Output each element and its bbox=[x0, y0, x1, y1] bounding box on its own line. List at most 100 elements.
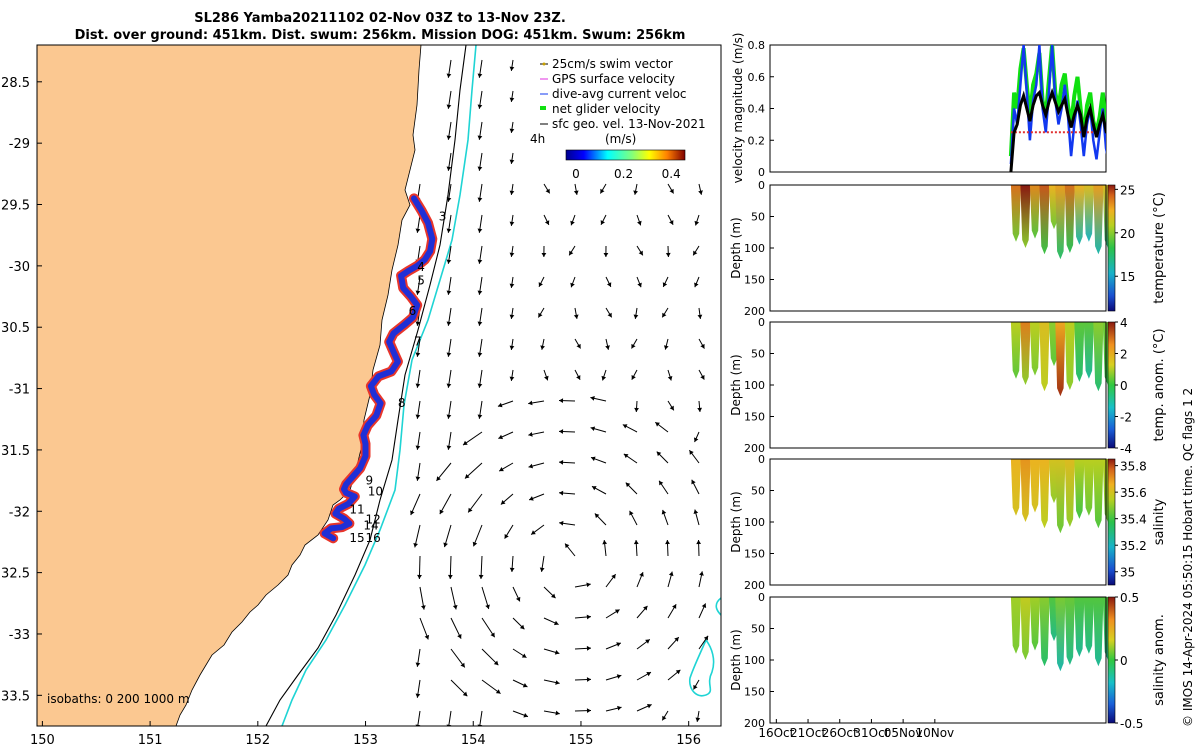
velocity-arrow-head bbox=[694, 282, 699, 288]
profile-fill bbox=[1093, 597, 1104, 667]
velocity-arrow-head bbox=[662, 312, 667, 318]
map-ytick-label: 32.5 bbox=[1, 567, 30, 582]
velocity-arrow-head bbox=[446, 197, 452, 202]
velocity-arrow-head bbox=[528, 463, 534, 469]
velocity-arrow-head bbox=[586, 614, 591, 620]
profile-fill bbox=[1093, 185, 1104, 255]
velocity-arrow-head bbox=[446, 290, 452, 295]
velocity-arrow-head bbox=[586, 645, 591, 651]
velocity-arrow-head bbox=[605, 345, 610, 350]
profile-fill bbox=[1029, 597, 1041, 651]
velocity-arrow-head bbox=[590, 396, 595, 401]
velocity-panel: 0 0.2 0.4 0.6 0.8 velocity magnitude (m/s) bbox=[731, 33, 1107, 183]
time-xtick-label: 10Nov bbox=[915, 726, 954, 740]
profile-fill bbox=[1064, 459, 1075, 527]
velocity-arrow-head bbox=[602, 540, 608, 545]
velocity-arrow-head bbox=[457, 634, 462, 639]
profile-fill bbox=[1083, 185, 1094, 242]
velocity-arrow-head bbox=[446, 445, 452, 450]
profile-fill bbox=[1020, 322, 1031, 385]
colorbar-tick-label: 0 bbox=[1120, 654, 1128, 668]
velocity-arrow-head bbox=[446, 414, 452, 419]
velocity-arrow-head bbox=[638, 250, 643, 256]
velocity-arrow-head bbox=[695, 717, 701, 722]
velocity-arrow-head bbox=[410, 510, 415, 516]
depth-ytick-label: 50 bbox=[751, 623, 765, 636]
depth-ytick-label: 200 bbox=[744, 717, 765, 730]
velocity-arrow-head bbox=[629, 510, 634, 516]
colorbar-tick-label: 0.2 bbox=[614, 167, 633, 181]
time-xtick-label: 05Nov bbox=[884, 726, 923, 740]
depth-ytick-label: 150 bbox=[744, 411, 765, 424]
velocity-arrow-head bbox=[637, 220, 642, 226]
velocity-arrow-head bbox=[559, 520, 564, 526]
velocity-arrow-head bbox=[616, 642, 621, 647]
depth-ytick-label: 50 bbox=[751, 211, 765, 224]
velocity-arrow-head bbox=[659, 480, 664, 486]
colorbar-tick-label: 0.4 bbox=[662, 167, 681, 181]
isobath-200m bbox=[265, 45, 467, 726]
profile-fill bbox=[1039, 185, 1050, 255]
profile-fill bbox=[1020, 597, 1031, 660]
depth-ytick-label: 150 bbox=[744, 274, 765, 287]
velocity-arrow-head bbox=[646, 672, 651, 677]
depth-ytick-label: 150 bbox=[744, 548, 765, 561]
velocity-arrow-head bbox=[656, 451, 662, 457]
profile-fill bbox=[1074, 322, 1085, 382]
time-xtick-label: 26Oct bbox=[822, 726, 858, 740]
velocity-arrow-head bbox=[643, 605, 648, 611]
depth-ytick-label: 0 bbox=[758, 591, 765, 604]
velocity-arrow-head bbox=[614, 609, 620, 614]
map-ytick-label: -29 bbox=[9, 137, 30, 152]
velocity-arrow-head bbox=[477, 414, 483, 419]
depth-ytick-label: 0 bbox=[758, 453, 765, 466]
velocity-arrow-head bbox=[519, 624, 525, 630]
velocity-arrow-head bbox=[674, 637, 679, 642]
velocity-arrow-head bbox=[509, 345, 515, 350]
velocity-arrow-head bbox=[668, 571, 674, 577]
legend-sfc-geo: sfc geo. vel. 13-Nov-2021 bbox=[552, 117, 706, 131]
colorbar-tick-label: 2 bbox=[1120, 348, 1128, 362]
colorbar-tick-label: 0 bbox=[572, 167, 580, 181]
map-legend: 25cm/s swim vector GPS surface velocity … bbox=[540, 57, 706, 131]
velocity-arrow-head bbox=[662, 282, 668, 287]
profile-fill bbox=[1010, 322, 1021, 379]
depth-ytick-label: 50 bbox=[751, 348, 765, 361]
velocity-arrow-head bbox=[477, 228, 483, 233]
velocity-arrow-head bbox=[633, 314, 639, 319]
map-axes: 150 151 152 153 154 155 15628.5-2929.5-3030.5-… bbox=[1, 76, 701, 748]
velocity-arrow-head bbox=[600, 220, 605, 225]
colorbar-label: temperature (°C) bbox=[1152, 192, 1167, 304]
velocity-arrow-head bbox=[539, 567, 545, 572]
colorbar-tick-label: 25 bbox=[1120, 183, 1135, 197]
depth-ylabel: Depth (m) bbox=[729, 629, 743, 690]
profile-fill bbox=[1083, 597, 1094, 654]
velocity-arrow-head bbox=[477, 321, 483, 326]
colorbar-tick-label: 20 bbox=[1120, 227, 1135, 241]
velocity-arrow-head bbox=[590, 426, 596, 432]
velocity-arrow-head bbox=[696, 540, 702, 545]
track-label: 10 bbox=[368, 484, 383, 498]
map-xtick-label: 154 bbox=[461, 733, 486, 748]
figure-title-line1: SL286 Yamba20211102 02-Nov 03Z to 13-Nov… bbox=[194, 11, 566, 26]
velocity-arrow-head bbox=[472, 541, 478, 547]
velocity-arrow-head bbox=[415, 724, 421, 726]
track-label: 7 bbox=[414, 335, 422, 349]
velocity-arrow-head bbox=[415, 476, 421, 481]
map-ytick-label: -31 bbox=[9, 383, 30, 398]
track-label: 11 bbox=[349, 503, 364, 517]
velocity-arrow-head bbox=[446, 135, 452, 140]
depth-ytick-label: 100 bbox=[744, 516, 765, 529]
track-label: 9 bbox=[366, 473, 374, 487]
velocity-arrow-head bbox=[462, 691, 468, 697]
colorbar-label: (m/s) bbox=[605, 132, 636, 146]
velocity-arrow-head bbox=[700, 343, 705, 349]
velocity-arrow-head bbox=[468, 507, 473, 513]
velocity-arrow-head bbox=[452, 604, 458, 610]
velocity-arrow-head bbox=[601, 375, 607, 381]
track-label: 6 bbox=[409, 304, 417, 318]
depth-ytick-label: 0 bbox=[758, 316, 765, 329]
profile-fill bbox=[1029, 459, 1041, 513]
velocity-arrow-head bbox=[697, 314, 703, 319]
